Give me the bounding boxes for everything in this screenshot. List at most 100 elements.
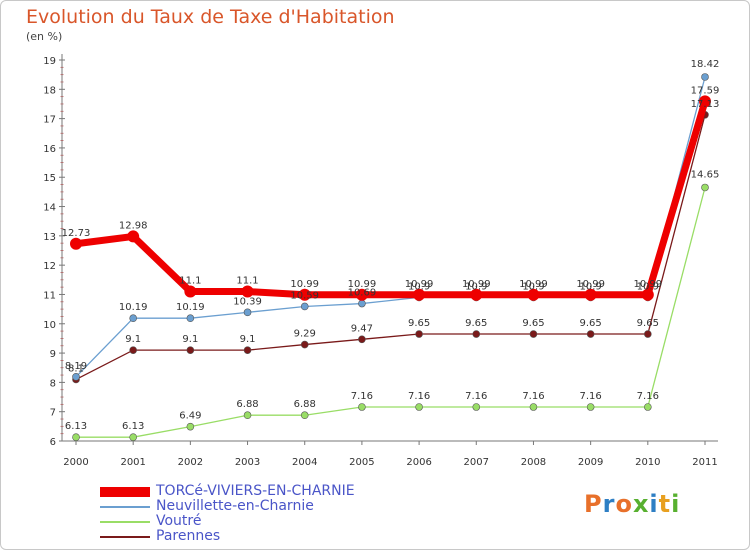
data-label: 10.9 [637, 281, 659, 292]
data-label: 10.99 [633, 279, 662, 290]
data-label: 14.65 [691, 169, 720, 180]
x-tick-label: 2007 [464, 457, 489, 468]
data-point [701, 183, 709, 192]
data-label: 6.88 [236, 399, 258, 410]
x-tick-label: 2010 [635, 457, 660, 468]
data-label: 9.65 [465, 318, 487, 329]
data-point [358, 299, 366, 308]
x-tick-label: 2001 [120, 457, 145, 468]
data-label: 10.99 [519, 279, 548, 290]
logo-letter: o [615, 490, 633, 518]
logo-letter: i [649, 490, 659, 518]
chart-title: Evolution du Taux de Taxe d'Habitation [26, 6, 395, 28]
data-point [529, 330, 538, 338]
data-label: 7.16 [408, 391, 430, 402]
legend-swatch [100, 521, 150, 523]
data-label: 10.99 [348, 279, 377, 290]
series-line [76, 187, 706, 438]
data-label: 6.13 [122, 421, 144, 432]
series-line [75, 76, 706, 378]
data-label: 12.73 [62, 228, 91, 239]
y-tick-label: 6 [50, 437, 56, 448]
y-tick-label: 8 [50, 378, 56, 389]
data-label: 10.9 [522, 281, 544, 292]
data-point [355, 288, 368, 301]
legend-label: Neuvillette-en-Charnie [156, 498, 314, 514]
data-point [699, 95, 711, 108]
data-point [701, 73, 709, 81]
y-tick-label: 13 [43, 232, 56, 243]
y-tick-label: 16 [43, 144, 56, 155]
data-point [186, 346, 195, 354]
data-point [186, 314, 195, 323]
data-label: 9.1 [182, 334, 198, 345]
legend-label: Voutré [156, 513, 202, 529]
data-point [644, 330, 652, 338]
data-label: 10.19 [119, 302, 148, 313]
data-label: 17.13 [691, 99, 720, 110]
legend-swatch [100, 536, 150, 538]
data-point [127, 230, 140, 243]
y-tick-label: 10 [43, 320, 56, 331]
data-label: 10.19 [176, 302, 205, 313]
data-point [129, 433, 137, 441]
series-line [75, 100, 709, 299]
chart-subtitle: (en %) [26, 30, 63, 43]
data-point [298, 288, 311, 301]
data-point [529, 403, 538, 411]
y-tick-label: 15 [43, 173, 56, 184]
data-point [527, 288, 540, 301]
data-label: 6.49 [179, 411, 201, 422]
data-label: 7.16 [351, 391, 373, 402]
data-point [241, 285, 254, 298]
data-point [413, 288, 426, 301]
data-label: 10.69 [348, 288, 377, 299]
data-label: 6.13 [65, 421, 87, 432]
data-point [300, 340, 309, 349]
data-point [472, 403, 481, 411]
y-tick-label: 9 [50, 349, 56, 360]
x-tick-label: 2005 [349, 457, 374, 468]
data-label: 6.88 [294, 399, 316, 410]
y-tick-label: 17 [43, 115, 56, 126]
data-label: 7.16 [522, 391, 544, 402]
data-label: 8.19 [65, 361, 87, 372]
data-point [243, 346, 252, 354]
x-tick-label: 2009 [578, 457, 603, 468]
data-label: 10.9 [465, 281, 487, 292]
series-line [75, 114, 706, 381]
data-label: 9.65 [637, 318, 659, 329]
data-label: 9.65 [522, 318, 544, 329]
y-tick-label: 14 [43, 203, 56, 214]
data-label: 7.16 [465, 391, 487, 402]
data-point [415, 330, 423, 338]
data-point [586, 403, 595, 411]
data-point [129, 346, 137, 354]
data-label: 11.1 [236, 276, 258, 287]
data-label: 9.65 [580, 318, 602, 329]
x-tick-label: 2003 [235, 457, 260, 468]
legend-label: TORCé-VIVIERS-EN-CHARNIE [156, 483, 355, 499]
logo-letter: i [671, 490, 681, 518]
y-tick-label: 11 [43, 290, 56, 301]
data-point [472, 330, 481, 338]
logo-letter: P [584, 490, 603, 518]
data-point [243, 411, 252, 420]
data-label: 7.16 [637, 391, 659, 402]
data-point [641, 288, 654, 301]
x-tick-label: 2006 [406, 457, 431, 468]
data-point [300, 302, 309, 311]
proxiti-logo: Proxiti [584, 490, 680, 518]
legend-swatch [100, 506, 150, 508]
data-label: 17.59 [691, 85, 720, 96]
data-point [129, 314, 137, 323]
data-point [586, 330, 595, 338]
data-point [470, 288, 483, 301]
data-label: 8.1 [68, 363, 84, 374]
data-point [72, 373, 80, 381]
logo-letter: x [632, 490, 650, 518]
y-tick-label: 12 [43, 261, 56, 272]
data-label: 10.9 [580, 281, 602, 292]
